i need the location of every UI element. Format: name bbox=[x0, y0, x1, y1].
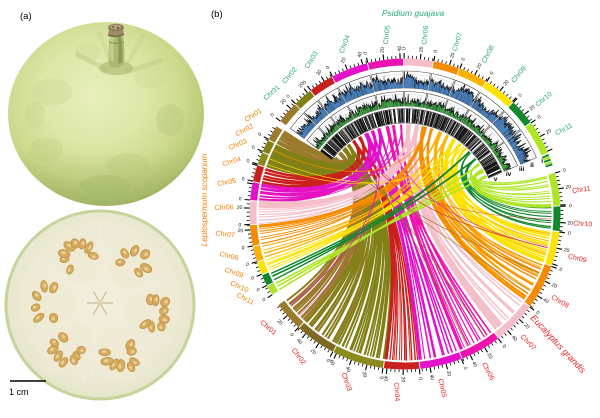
svg-text:1 cm: 1 cm bbox=[9, 387, 29, 397]
svg-text:Chr10: Chr10 bbox=[573, 220, 593, 228]
svg-text:Psidium guajava: Psidium guajava bbox=[382, 8, 445, 18]
svg-text:v: v bbox=[494, 176, 498, 183]
svg-text:20: 20 bbox=[418, 46, 425, 52]
svg-text:Chr04: Chr04 bbox=[392, 382, 400, 402]
svg-text:Chr06: Chr06 bbox=[214, 204, 233, 212]
svg-text:ii: ii bbox=[530, 162, 534, 169]
svg-text:(a): (a) bbox=[20, 11, 32, 22]
svg-text:iv: iv bbox=[506, 171, 512, 178]
svg-text:20: 20 bbox=[400, 377, 406, 383]
svg-text:20: 20 bbox=[237, 228, 243, 235]
svg-text:40: 40 bbox=[428, 374, 435, 381]
svg-text:20: 20 bbox=[379, 47, 386, 54]
svg-text:i: i bbox=[541, 158, 543, 165]
svg-text:0: 0 bbox=[401, 47, 407, 50]
svg-text:(b): (b) bbox=[211, 9, 223, 20]
svg-text:iii: iii bbox=[519, 166, 525, 173]
svg-text:20: 20 bbox=[237, 205, 243, 211]
svg-text:Leptospermum scoparium: Leptospermum scoparium bbox=[200, 153, 209, 246]
svg-text:0: 0 bbox=[569, 203, 572, 209]
